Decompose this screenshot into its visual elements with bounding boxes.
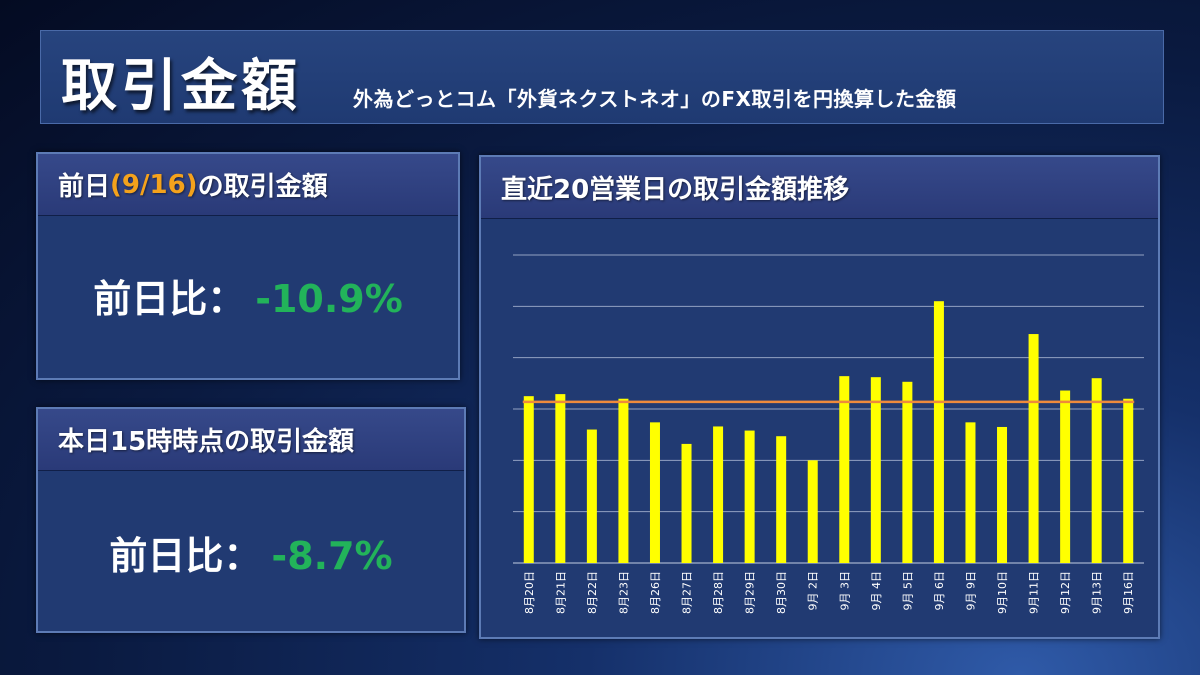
bar-14 — [933, 301, 944, 563]
prev-day-panel-title: 前日 (9/16) の取引金額 — [38, 154, 458, 216]
prev-day-title-before: 前日 — [58, 172, 111, 202]
page-subtitle: 外為どっとコム「外貨ネクストネオ」のFX取引を円換算した金額 — [353, 87, 957, 111]
bar-19 — [1091, 378, 1102, 563]
today-panel: 本日15時時点の取引金額 前日比： -8.7% — [36, 407, 466, 633]
today-stat: 前日比： -8.7% — [38, 525, 464, 580]
x-tick-label-8: 8月29日 — [744, 571, 757, 614]
x-tick-label-3: 8月22日 — [586, 571, 599, 614]
bar-2 — [555, 394, 566, 563]
bar-1 — [523, 396, 534, 563]
x-tick-label-13: 9月 5日 — [901, 571, 914, 611]
today-panel-title: 本日15時時点の取引金額 — [38, 409, 464, 471]
x-tick-label-14: 9月 6日 — [933, 571, 946, 611]
prev-day-stat: 前日比： -10.9% — [38, 268, 458, 323]
x-tick-label-19: 9月13日 — [1091, 571, 1104, 614]
page-title: 取引金額 — [61, 54, 301, 119]
x-tick-label-4: 8月23日 — [617, 571, 630, 614]
x-tick-label-9: 8月30日 — [775, 571, 788, 614]
x-tick-label-5: 8月26日 — [649, 571, 662, 614]
prev-day-value: -10.9% — [255, 277, 403, 321]
x-tick-label-15: 9月 9日 — [964, 571, 977, 611]
bar-12 — [870, 377, 881, 563]
header-bar: 取引金額 外為どっとコム「外貨ネクストネオ」のFX取引を円換算した金額 — [40, 30, 1164, 124]
bar-20 — [1123, 398, 1134, 563]
prev-day-title-after: の取引金額 — [197, 172, 328, 202]
bar-13 — [902, 381, 913, 563]
bar-5 — [649, 422, 660, 563]
x-tick-label-16: 9月10日 — [996, 571, 1009, 614]
x-tick-label-7: 8月28日 — [712, 571, 725, 614]
bar-3 — [586, 429, 597, 563]
x-tick-label-10: 9月 2日 — [807, 571, 820, 611]
bar-10 — [807, 460, 818, 563]
x-tick-label-6: 8月27日 — [681, 571, 694, 614]
bar-6 — [681, 443, 692, 563]
bar-7 — [713, 426, 724, 563]
x-tick-label-2: 8月21日 — [554, 571, 567, 614]
x-tick-label-12: 9月 4日 — [870, 571, 883, 611]
bar-17 — [1028, 334, 1039, 563]
chart-panel: 直近20営業日の取引金額推移 8月20日 8月21日 8月22日 8月23日 8月26日… — [479, 155, 1160, 639]
bar-11 — [839, 376, 850, 563]
chart-title: 直近20営業日の取引金額推移 — [481, 157, 1158, 219]
today-label: 前日比： — [109, 534, 262, 578]
today-value: -8.7% — [271, 534, 393, 578]
bar-16 — [997, 426, 1008, 563]
prev-day-label: 前日比： — [93, 277, 246, 321]
bar-chart: 8月20日 8月21日 8月22日 8月23日 8月26日 8月27日 8月28日 8月29日… — [513, 254, 1144, 614]
prev-day-title-date: (9/16) — [110, 169, 198, 200]
bar-15 — [965, 422, 976, 563]
x-tick-label-18: 9月12日 — [1059, 571, 1072, 614]
x-tick-label-17: 9月11日 — [1028, 571, 1041, 614]
x-tick-label-1: 8月20日 — [523, 571, 536, 614]
bar-18 — [1060, 390, 1071, 563]
x-tick-label-20: 9月16日 — [1122, 571, 1135, 614]
x-tick-label-11: 9月 3日 — [838, 571, 851, 611]
bar-8 — [744, 430, 755, 563]
prev-day-panel: 前日 (9/16) の取引金額 前日比： -10.9% — [36, 152, 460, 380]
bar-9 — [776, 436, 787, 563]
bar-4 — [618, 398, 629, 563]
